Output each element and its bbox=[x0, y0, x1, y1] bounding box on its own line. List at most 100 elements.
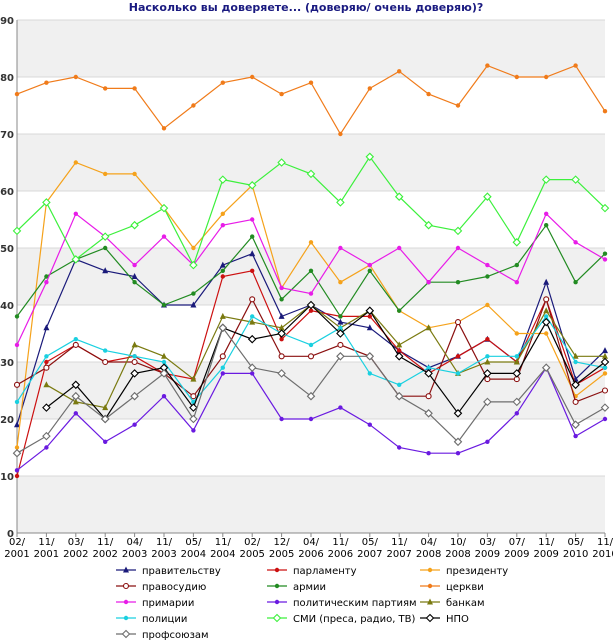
legend-label: правосудию bbox=[142, 582, 206, 593]
x-tick-label: 05/ bbox=[568, 537, 585, 548]
data-point bbox=[130, 369, 139, 378]
x-tick-label: 05/ bbox=[185, 537, 202, 548]
data-point bbox=[307, 353, 315, 360]
data-point bbox=[278, 324, 285, 331]
legend-marker bbox=[274, 583, 280, 589]
data-point bbox=[73, 411, 79, 416]
y-tick-label: 70 bbox=[0, 130, 14, 141]
data-point bbox=[308, 342, 314, 348]
data-point bbox=[218, 175, 228, 184]
data-point bbox=[308, 240, 314, 245]
data-point bbox=[544, 211, 549, 216]
legend-label: армии bbox=[293, 582, 326, 593]
data-point bbox=[132, 86, 137, 91]
data-point bbox=[277, 369, 286, 378]
data-point bbox=[103, 86, 108, 91]
data-point bbox=[514, 280, 519, 285]
data-point bbox=[12, 448, 22, 458]
legend-marker bbox=[121, 629, 131, 639]
data-point bbox=[512, 238, 522, 247]
data-point bbox=[397, 348, 402, 353]
legend-marker bbox=[274, 599, 280, 605]
legend-label: церкви bbox=[446, 582, 484, 593]
legend-marker bbox=[427, 598, 433, 605]
grid-band bbox=[17, 134, 605, 191]
data-point bbox=[103, 171, 108, 177]
data-point bbox=[424, 220, 433, 230]
data-point bbox=[544, 223, 549, 228]
legend-label: примарии bbox=[142, 598, 194, 609]
x-tick-label: 12/ bbox=[274, 537, 291, 548]
data-point bbox=[513, 358, 520, 365]
data-point bbox=[336, 329, 345, 338]
data-point bbox=[218, 323, 228, 333]
data-point bbox=[189, 403, 198, 412]
data-point bbox=[71, 255, 81, 264]
data-point bbox=[455, 245, 461, 251]
data-point bbox=[602, 416, 608, 422]
data-point bbox=[219, 261, 226, 268]
data-point bbox=[602, 257, 608, 262]
data-point bbox=[71, 380, 81, 390]
data-point bbox=[161, 394, 167, 399]
data-point bbox=[43, 381, 50, 388]
data-point bbox=[189, 414, 198, 424]
x-axis-ticks: 02/200111/200103/200211/200204/200311/20… bbox=[4, 533, 613, 560]
data-point bbox=[485, 274, 490, 279]
legend-item: банкам bbox=[420, 598, 485, 609]
data-point bbox=[397, 69, 402, 74]
data-point bbox=[336, 352, 345, 361]
data-point bbox=[190, 375, 197, 382]
data-point bbox=[220, 274, 225, 279]
series-13 bbox=[12, 323, 610, 458]
data-point bbox=[102, 358, 109, 366]
data-point bbox=[131, 341, 138, 348]
data-point bbox=[544, 314, 549, 319]
grid-band bbox=[17, 362, 605, 419]
data-point bbox=[306, 169, 316, 179]
data-point bbox=[455, 103, 461, 108]
data-point bbox=[132, 171, 137, 177]
data-point bbox=[544, 74, 549, 80]
data-point bbox=[100, 232, 110, 241]
data-point bbox=[249, 250, 256, 257]
data-point bbox=[220, 371, 225, 376]
x-tick-label: 04/ bbox=[303, 537, 320, 548]
data-point bbox=[541, 363, 551, 372]
legend-marker bbox=[123, 566, 129, 573]
data-point bbox=[278, 312, 285, 319]
legend-label: парламенту bbox=[293, 566, 357, 577]
data-point bbox=[602, 251, 608, 256]
data-point bbox=[425, 324, 432, 331]
x-tick-label-year: 2006 bbox=[328, 549, 353, 560]
y-tick-label: 60 bbox=[0, 187, 14, 198]
data-point bbox=[220, 80, 225, 85]
x-tick-label-year: 2005 bbox=[269, 549, 294, 560]
data-point bbox=[397, 382, 402, 387]
data-point bbox=[12, 226, 22, 236]
data-point bbox=[544, 331, 549, 336]
legend-item: политическим партиям bbox=[267, 598, 417, 609]
x-tick-label: 11/ bbox=[156, 537, 173, 548]
data-point bbox=[161, 302, 167, 308]
x-tick-label-year: 2010 bbox=[563, 549, 588, 560]
data-point bbox=[367, 314, 372, 319]
data-point bbox=[426, 365, 431, 370]
data-point bbox=[308, 308, 314, 313]
data-point bbox=[103, 348, 108, 353]
data-point bbox=[541, 175, 551, 184]
data-point bbox=[485, 262, 490, 268]
x-tick-label-year: 2007 bbox=[357, 549, 382, 560]
data-point bbox=[102, 404, 109, 411]
data-point bbox=[14, 468, 20, 473]
data-point bbox=[44, 359, 49, 365]
data-point bbox=[306, 391, 316, 401]
legend-item: СМИ (преса, радио, ТВ) bbox=[267, 613, 416, 625]
x-tick-label-year: 2007 bbox=[386, 549, 411, 560]
data-point bbox=[100, 414, 110, 424]
data-point bbox=[571, 175, 580, 184]
data-point bbox=[43, 324, 50, 331]
data-point bbox=[44, 354, 49, 359]
data-point bbox=[336, 198, 345, 207]
legend-marker bbox=[425, 613, 435, 623]
